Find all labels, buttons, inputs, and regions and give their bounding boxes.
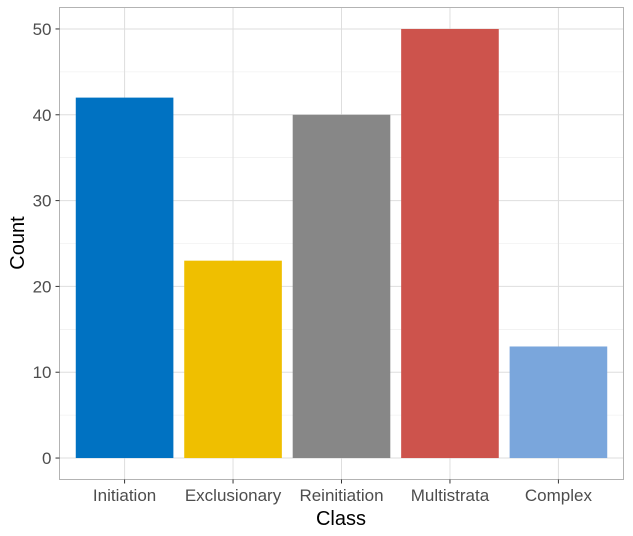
- y-tick-label: 10: [33, 363, 52, 382]
- y-axis-title: Count: [7, 216, 29, 270]
- bar-exclusionary: [184, 260, 282, 459]
- x-axis-title: Class: [316, 508, 366, 530]
- y-axis-ticks: 0 10 20 30 40 50: [33, 20, 60, 468]
- bars: [75, 28, 608, 459]
- y-tick-label: 30: [33, 192, 52, 211]
- x-tick-label: Initiation: [93, 486, 156, 505]
- x-axis-ticks: Initiation Exclusionary Reinitiation Multis…: [93, 479, 593, 505]
- x-tick-label: Exclusionary: [185, 486, 282, 505]
- x-tick-label: Complex: [525, 486, 593, 505]
- bar-complex: [509, 346, 608, 459]
- y-tick-label: 0: [42, 449, 51, 468]
- bar-reinitiation: [292, 114, 391, 459]
- x-tick-label: Reinitiation: [299, 486, 383, 505]
- bar-initiation: [75, 97, 174, 459]
- y-tick-label: 40: [33, 106, 52, 125]
- bar-multistrata: [401, 28, 499, 459]
- x-tick-label: Multistrata: [411, 486, 490, 505]
- y-tick-label: 50: [33, 20, 52, 39]
- y-tick-label: 20: [33, 277, 52, 296]
